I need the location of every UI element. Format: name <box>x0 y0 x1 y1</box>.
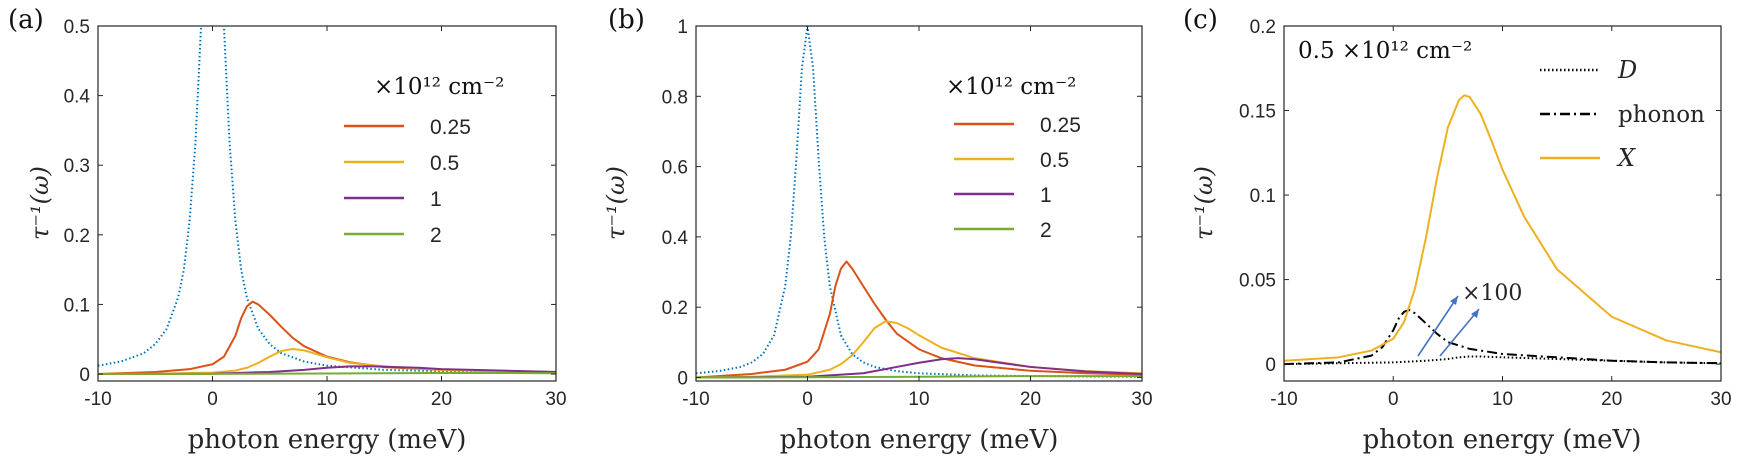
y-tick-label: 0.2 <box>64 226 90 247</box>
panel-b-xticks: -10 0 10 20 30 <box>682 26 1153 410</box>
panel-a-label: (a) <box>8 5 44 35</box>
series-line-0-25 <box>696 260 1142 379</box>
legend-label: phonon <box>1618 102 1705 128</box>
legend-label: 0.5 <box>1040 149 1069 172</box>
panel-c-label: (c) <box>1183 5 1218 35</box>
panel-b-ylabel: τ⁻¹(ω) <box>602 166 630 240</box>
panel-a-xticks: -10 0 10 20 30 <box>84 26 567 410</box>
x-tick-label: 10 <box>1492 389 1513 410</box>
panel-c-curves <box>1284 94 1721 366</box>
panel-a-curves <box>98 26 556 376</box>
panel-c-xticks: -10 0 10 20 30 <box>1270 26 1732 410</box>
panel-b-label: (b) <box>608 5 645 35</box>
series-line-X <box>1284 94 1721 362</box>
panel-b-curves <box>696 26 1142 379</box>
panel-c-yticks: 0 0.05 0.1 0.15 0.2 <box>1239 17 1721 376</box>
legend-label: 0.5 <box>430 152 459 175</box>
series-line-phonon <box>1284 309 1721 366</box>
annotation-x100: ×100 <box>1462 281 1522 306</box>
y-tick-label: 0 <box>677 368 688 389</box>
x-tick-label: -10 <box>84 389 111 410</box>
panel-a-legend: 0.25 0.5 1 2 <box>344 116 471 247</box>
panel-a-legend-title: ×10¹² cm⁻² <box>374 74 504 100</box>
panel-b-xlabel: photon energy (meV) <box>780 425 1059 455</box>
y-tick-label: 0 <box>1265 355 1276 376</box>
y-tick-label: 0.1 <box>64 295 90 316</box>
series-line-reference-0 <box>98 26 556 374</box>
legend-label: 2 <box>430 224 442 247</box>
y-tick-label: 1 <box>677 17 688 38</box>
x-tick-label: 10 <box>316 389 337 410</box>
annotation-arrow-2 <box>1439 308 1480 357</box>
annotation-arrowhead-2 <box>1471 309 1479 318</box>
legend-label: 1 <box>430 188 442 211</box>
x-tick-label: 0 <box>1388 389 1399 410</box>
y-tick-label: 0.2 <box>662 298 688 319</box>
legend-label: 0.25 <box>1040 114 1081 137</box>
series-line-0-25 <box>98 300 556 376</box>
annotation-arrow-1 <box>1417 295 1459 357</box>
legend-label: D <box>1617 56 1637 84</box>
y-tick-label: 0.6 <box>662 158 688 179</box>
panel-c-axes-box <box>1283 25 1722 382</box>
legend-label: X <box>1616 144 1636 172</box>
x-tick-label: 20 <box>1020 389 1041 410</box>
x-tick-label: 30 <box>1131 389 1152 410</box>
y-tick-label: 0.8 <box>662 87 688 108</box>
x-tick-label: 10 <box>908 389 929 410</box>
x-tick-label: 0 <box>207 389 218 410</box>
panel-a-xlabel: photon energy (meV) <box>188 425 467 455</box>
y-tick-label: 0.15 <box>1239 102 1276 123</box>
series-line-2 <box>696 375 1142 379</box>
x-tick-label: -10 <box>682 389 709 410</box>
panel-c-xlabel: photon energy (meV) <box>1363 425 1642 455</box>
legend-label: 1 <box>1040 184 1052 207</box>
panel-c-ylabel: τ⁻¹(ω) <box>1190 166 1218 240</box>
panel-a-ylabel: τ⁻¹(ω) <box>26 166 54 240</box>
panel-b-legend-title: ×10¹² cm⁻² <box>946 74 1076 100</box>
series-line-1 <box>696 357 1142 379</box>
y-tick-label: 0.05 <box>1239 271 1276 292</box>
x-tick-label: 20 <box>431 389 452 410</box>
series-line-1 <box>98 365 556 376</box>
panel-c: (c) -10 0 10 20 30 0 0.05 0.1 0.15 0.2 photon en… <box>1183 5 1732 455</box>
y-tick-label: 0.4 <box>662 228 689 249</box>
panel-b: (b) -10 0 10 20 30 00.20.40.60.81 photon ene… <box>602 5 1153 455</box>
y-tick-label: 0.2 <box>1250 17 1276 38</box>
y-tick-label: 0.3 <box>64 156 90 177</box>
y-tick-label: 0.5 <box>64 17 90 38</box>
annotation-arrowhead-1 <box>1450 296 1458 305</box>
x-tick-label: 30 <box>1710 389 1731 410</box>
x-tick-label: 20 <box>1601 389 1622 410</box>
y-tick-label: 0.4 <box>64 87 91 108</box>
legend-label: 2 <box>1040 219 1052 242</box>
legend-label: 0.25 <box>430 116 471 139</box>
series-line-2 <box>98 372 556 376</box>
x-tick-label: 0 <box>802 389 813 410</box>
panel-c-annotation: ×100 <box>1417 281 1522 357</box>
y-tick-label: 0.1 <box>1250 186 1276 207</box>
x-tick-label: -10 <box>1270 389 1297 410</box>
x-tick-label: 30 <box>545 389 566 410</box>
y-tick-label: 0 <box>79 365 90 386</box>
panel-a: (a) -10 0 10 20 30 0 0.1 0.2 0.3 0.4 0.5 photon e… <box>8 5 567 455</box>
panel-b-yticks: 0 0.2 0.4 0.6 0.8 1 <box>662 17 1142 389</box>
panel-a-yticks: 0 0.1 0.2 0.3 0.4 0.5 <box>64 17 556 386</box>
series-line-reference-0 <box>696 26 1142 378</box>
panel-b-legend: 0.25 0.5 1 2 <box>954 114 1081 242</box>
panel-c-legend-title: 0.5 ×10¹² cm⁻² <box>1298 38 1472 64</box>
